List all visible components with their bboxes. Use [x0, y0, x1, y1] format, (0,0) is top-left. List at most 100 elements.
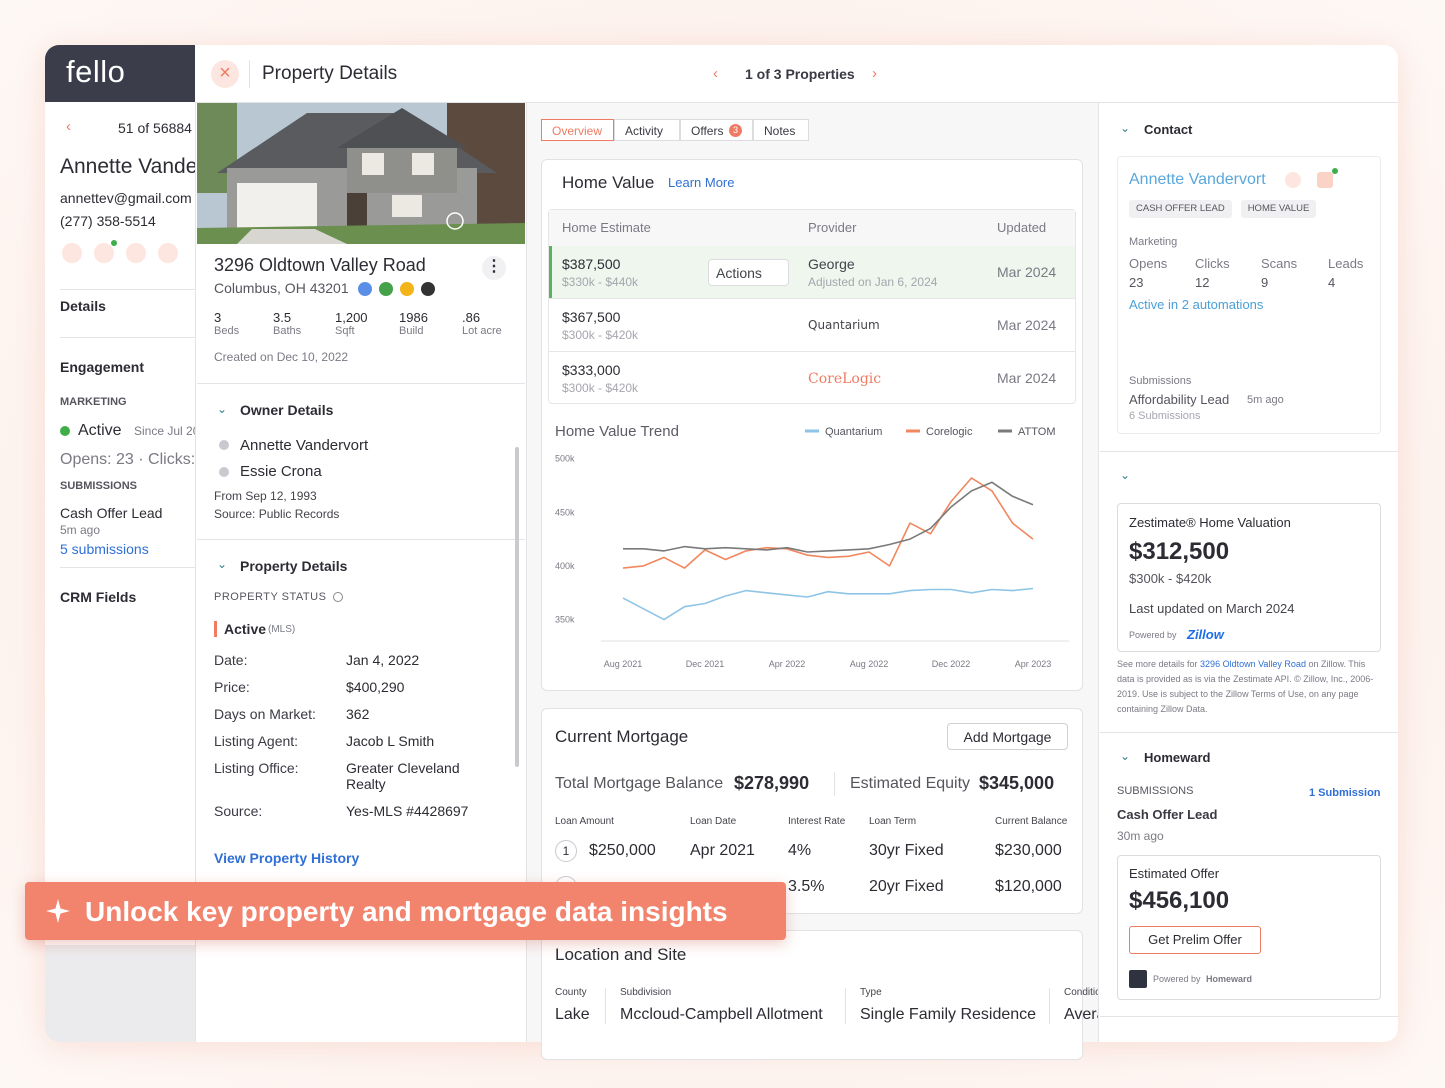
provider-note: Adjusted on Jan 6, 2024 — [808, 275, 938, 289]
disclaimer-link[interactable]: 3296 Oldtown Valley Road — [1200, 659, 1306, 669]
location-value: Mccloud-Campbell Allotment — [620, 1006, 823, 1023]
brand: Homeward — [1206, 974, 1253, 984]
stat-label: Build — [399, 325, 424, 337]
city: Columbus, OH 43201 — [214, 280, 349, 296]
sidebar-prev[interactable]: ‹ — [66, 118, 71, 135]
y-tick-label: 400k — [555, 561, 575, 571]
link[interactable]: View Property History — [214, 850, 360, 866]
lead-time: 5m ago — [60, 523, 101, 537]
row-divider — [549, 351, 1075, 352]
actions-button[interactable]: Actions — [708, 259, 789, 286]
brand-logo: Zillow — [1187, 627, 1224, 642]
section-title: Homeward — [1144, 750, 1211, 765]
contact-name[interactable]: Annette Vandervort — [1129, 171, 1266, 188]
badge — [400, 282, 414, 296]
section-title: Contact — [1144, 122, 1193, 137]
tab[interactable]: Overview — [541, 119, 614, 141]
column-divider — [845, 988, 846, 1024]
status-dot — [1332, 168, 1338, 174]
link[interactable]: Active in 2 automations — [1129, 297, 1264, 312]
legend-label: ATTOM — [1018, 426, 1055, 438]
updated: Mar 2024 — [997, 264, 1057, 280]
chevron[interactable]: ⌄ — [1120, 121, 1131, 135]
next-arrow[interactable]: › — [872, 65, 877, 82]
tab[interactable]: Notes — [753, 119, 809, 141]
x-tick-label: Apr 2023 — [1015, 659, 1052, 669]
divider — [60, 567, 195, 568]
lead-time: 5m ago — [1247, 394, 1284, 406]
section-title: Owner Details — [240, 402, 334, 418]
icon-phone[interactable] — [62, 243, 82, 263]
stat-label: Lot acre — [462, 325, 502, 337]
header-divider — [249, 60, 250, 88]
trend-line — [623, 481, 1034, 553]
provider: Quantarium — [808, 318, 880, 332]
icon-chat[interactable] — [126, 243, 146, 263]
divider — [1100, 451, 1398, 452]
row-label: Listing Office: — [214, 760, 299, 776]
tab[interactable]: Activity — [614, 119, 680, 141]
scrollbar — [515, 447, 519, 767]
zestimate-updated: Last updated on March 2024 — [1129, 601, 1295, 616]
divider — [197, 539, 525, 540]
loan-balance: $230,000 — [995, 842, 1062, 859]
chevron[interactable]: ⌄ — [217, 402, 228, 416]
status-dot — [111, 240, 117, 246]
page-title: Property Details — [262, 63, 398, 84]
badge — [379, 282, 393, 296]
provider: George — [808, 256, 855, 272]
close-button[interactable]: × — [211, 60, 239, 88]
tab[interactable]: Offers — [680, 119, 753, 141]
row-label: Days on Market: — [214, 706, 316, 722]
contact-card — [1117, 156, 1381, 434]
created: Created on Dec 10, 2022 — [214, 350, 349, 364]
prelim-button[interactable]: Get Prelim Offer — [1129, 926, 1261, 954]
owner-source: Source: Public Records — [214, 507, 340, 521]
estimate-range: $330k - $440k — [562, 275, 639, 289]
phone-icon[interactable] — [1285, 172, 1301, 188]
lead: Cash Offer Lead — [1117, 807, 1218, 822]
estimate: $333,000 — [562, 362, 621, 378]
updated: Mar 2024 — [997, 370, 1057, 386]
row-value: $400,290 — [346, 679, 405, 695]
add-button[interactable]: Add Mortgage — [947, 723, 1068, 750]
tag: HOME VALUE — [1240, 200, 1317, 218]
row-label: Listing Agent: — [214, 733, 299, 749]
offer-value: $456,100 — [1129, 887, 1230, 914]
card-title: Home Value — [562, 173, 655, 192]
email: annettev@gmail.com — [60, 190, 192, 206]
row-value: Jacob L Smith — [346, 733, 435, 749]
section-title[interactable]: CRM Fields — [60, 589, 137, 605]
column-header: Condition — [1064, 987, 1098, 998]
trend-line — [622, 587, 1034, 621]
location-value: Single Family Residence — [860, 1006, 1037, 1023]
tag: CASH OFFER LEAD — [1129, 200, 1232, 218]
section-title[interactable]: Details — [60, 298, 106, 314]
link[interactable]: 1 Submission — [1309, 787, 1381, 799]
row-label: Date: — [214, 652, 248, 668]
index-circle — [555, 840, 577, 862]
provider: CoreLogic — [808, 371, 882, 387]
column-header: Type — [860, 987, 882, 998]
address: 3296 Oldtown Valley Road — [214, 255, 426, 275]
x-tick-label: Aug 2022 — [850, 659, 889, 669]
stat-value: 3 — [214, 310, 222, 325]
mail-icon[interactable] — [1317, 172, 1333, 188]
more-button[interactable]: ⋮ — [482, 256, 506, 280]
trend-chart: Home Value Trend Quantarium Corelogic ATTOM… — [555, 423, 1069, 669]
info-icon — [333, 592, 343, 602]
link[interactable]: Learn More — [668, 175, 735, 190]
column-header: Current Balance — [995, 816, 1068, 827]
stat-label: Sqft — [335, 325, 355, 337]
loan-term: 30yr Fixed — [869, 842, 944, 859]
chevron[interactable]: ⌄ — [217, 557, 228, 571]
label: MARKETING — [60, 396, 127, 408]
chevron[interactable]: ⌄ — [1120, 468, 1131, 482]
chevron[interactable]: ⌄ — [1120, 749, 1131, 763]
prev-arrow[interactable]: ‹ — [713, 65, 718, 82]
sidebar-footer — [45, 945, 196, 1042]
link[interactable]: 5 submissions — [60, 541, 149, 557]
icon-note[interactable] — [158, 243, 178, 263]
icon-mail[interactable] — [94, 243, 114, 263]
powered-by: Powered by — [1129, 630, 1177, 640]
